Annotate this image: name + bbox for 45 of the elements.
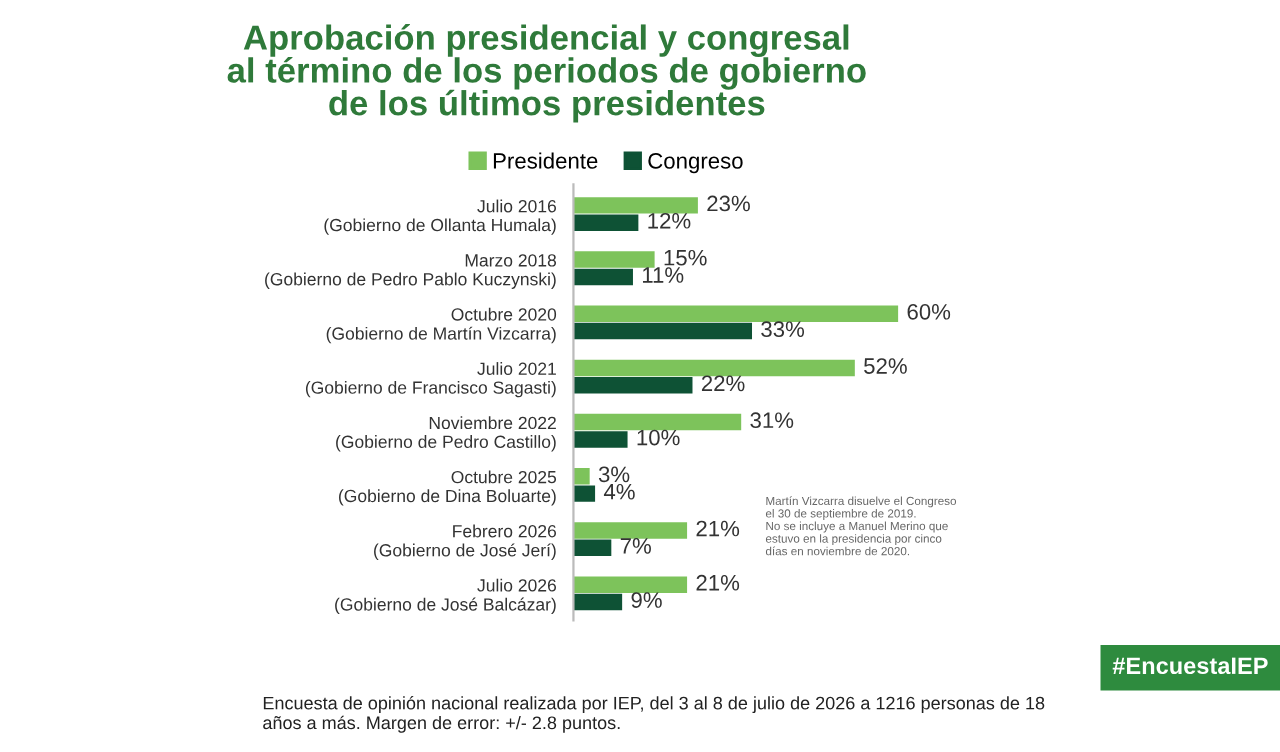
data-label: 31%: [750, 412, 794, 429]
data-label: 11%: [642, 267, 684, 283]
bar: [573, 576, 688, 593]
bar: [573, 359, 855, 377]
data-label: 4%: [603, 483, 635, 500]
y-tick-label: Octubre 2020 (Gobierno de Martín Vizcarra): [326, 307, 557, 344]
data-label: 3%: [598, 466, 630, 483]
bar: [573, 522, 688, 539]
bar: [573, 197, 698, 214]
y-tick-label: Marzo 2018 (Gobierno de Pedro Pablo Kuczynski): [265, 254, 557, 289]
bar: [573, 377, 693, 394]
bar: [573, 251, 655, 268]
y-tick-label: Noviembre 2022 (Gobierno de Pedro Castillo): [336, 416, 556, 452]
data-label: 21%: [696, 520, 740, 537]
bar: [573, 413, 742, 431]
data-label: 52%: [864, 358, 907, 374]
data-label: 15%: [664, 249, 707, 266]
text: #EncuestaIEP: [1112, 657, 1268, 675]
text: Encuesta de opinión nacional realizada por IEP, del 3 al 8 de julio de 2026 a 1216 personas de 18 años a más. Margen de error: +/- 2.8 puntos.: [263, 696, 1045, 733]
y-tick-label: Febrero 2026 (Gobierno de José Jerí): [374, 524, 557, 560]
bar: [573, 268, 633, 286]
bar: [573, 214, 639, 231]
data-label: 10%: [637, 429, 680, 446]
bar: [573, 468, 590, 485]
data-label: 60%: [907, 303, 951, 320]
legend-label: Congreso: [648, 153, 743, 174]
bar: [573, 485, 596, 502]
y-tick-label: Octubre 2025 (Gobierno de Dina Boluarte): [339, 470, 557, 506]
bar: [573, 593, 623, 611]
bar: [573, 431, 628, 448]
bar: [573, 539, 612, 557]
data-label: 9%: [631, 592, 662, 608]
data-label: 12%: [648, 212, 691, 229]
data-label: 33%: [761, 321, 805, 338]
y-tick-label: Julio 2026 (Gobierno de José Balcázar): [335, 578, 557, 615]
y-tick-label: Julio 2016 (Gobierno de Ollanta Humala): [324, 199, 557, 235]
data-label: 21%: [696, 574, 740, 591]
bar: [573, 305, 899, 322]
bar: [573, 322, 753, 340]
chart-title: Aprobación presidencial y congresal al término de los periodos de gobierno de los últimos presidentes: [227, 24, 866, 123]
legend-label: Presidente: [493, 152, 598, 169]
data-label: 7%: [620, 538, 651, 554]
y-tick-label: Julio 2021 (Gobierno de Francisco Sagasti): [305, 362, 556, 398]
data-label: 23%: [707, 195, 750, 212]
data-label: 22%: [701, 375, 745, 392]
